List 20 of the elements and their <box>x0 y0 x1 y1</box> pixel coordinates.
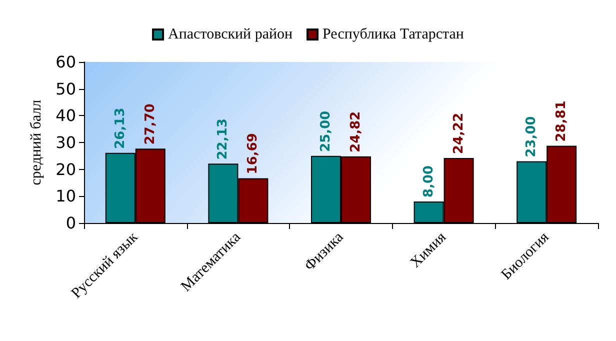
data-label: 22,13 <box>216 118 231 160</box>
y-tick-label: 30 <box>56 133 76 152</box>
y-axis-title: средний балл <box>28 99 44 186</box>
data-label: 26,13 <box>112 108 128 149</box>
data-label: 28,81 <box>554 100 570 142</box>
y-tick-label: 50 <box>56 79 76 98</box>
legend-label: Республика Татарстан <box>322 26 464 42</box>
data-label: 24,82 <box>348 111 364 152</box>
data-label: 27,70 <box>142 104 158 145</box>
y-tick-label: 10 <box>56 186 76 206</box>
data-label: 16,69 <box>246 133 261 174</box>
y-tick-label: 40 <box>56 106 76 126</box>
y-tick-label: 0 <box>66 214 76 232</box>
y-tick-label: 20 <box>56 160 76 179</box>
data-label: 24,22 <box>451 112 466 154</box>
data-label: 8,00 <box>421 165 436 198</box>
data-label: 23,00 <box>524 116 540 158</box>
legend-label: Апастовский район <box>168 26 293 42</box>
y-tick-label: 60 <box>56 52 76 72</box>
data-label: 25,00 <box>318 110 334 152</box>
